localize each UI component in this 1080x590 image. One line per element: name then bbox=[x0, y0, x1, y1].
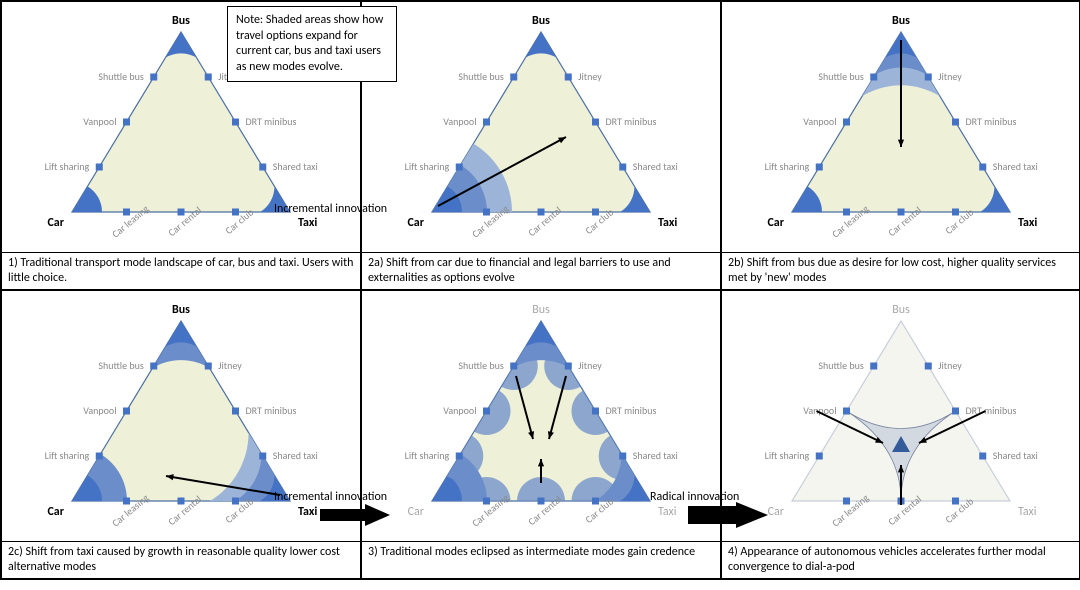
link-label-radical: Radical innovation bbox=[650, 490, 739, 504]
svg-text:Car: Car bbox=[47, 216, 64, 230]
svg-text:Vanpool: Vanpool bbox=[803, 404, 836, 417]
svg-text:DRT minibus: DRT minibus bbox=[246, 115, 297, 128]
svg-text:Shared taxi: Shared taxi bbox=[633, 449, 678, 462]
svg-text:Taxi: Taxi bbox=[298, 216, 317, 230]
panel-4: BusCarTaxiShuttle busJitneyCar leasingVa… bbox=[721, 290, 1080, 579]
svg-text:Bus: Bus bbox=[892, 14, 910, 28]
svg-text:Shared taxi: Shared taxi bbox=[273, 449, 318, 462]
svg-text:Jitney: Jitney bbox=[578, 70, 602, 83]
figure-grid: BusCarTaxiShuttle busJitneyCar leasingVa… bbox=[0, 0, 1080, 580]
panel-4-diagram: BusCarTaxiShuttle busJitneyCar leasingVa… bbox=[722, 291, 1080, 541]
link-3-to-4: Radical innovation bbox=[650, 490, 739, 504]
svg-text:Car: Car bbox=[408, 505, 424, 519]
svg-text:Shuttle bus: Shuttle bus bbox=[818, 70, 863, 83]
panel-2b: BusCarTaxiShuttle busJitneyCar leasingVa… bbox=[721, 1, 1080, 290]
svg-text:Car: Car bbox=[47, 505, 64, 519]
svg-text:DRT minibus: DRT minibus bbox=[606, 115, 657, 128]
panel-2a: BusCarTaxiShuttle busJitneyCar leasingVa… bbox=[361, 1, 721, 290]
link-1-to-2a: Incremental innovation bbox=[274, 202, 387, 216]
svg-text:Bus: Bus bbox=[172, 303, 190, 317]
panel-3-caption: 3) Traditional modes eclipsed as interme… bbox=[362, 541, 720, 575]
svg-text:DRT minibus: DRT minibus bbox=[246, 404, 297, 417]
svg-text:Lift sharing: Lift sharing bbox=[765, 160, 810, 173]
svg-text:Lift sharing: Lift sharing bbox=[45, 160, 90, 173]
panel-1-caption: 1) Traditional transport mode landscape … bbox=[2, 252, 360, 289]
svg-text:Car: Car bbox=[407, 216, 424, 230]
svg-text:Shuttle bus: Shuttle bus bbox=[818, 359, 863, 372]
svg-text:Car: Car bbox=[768, 505, 784, 519]
svg-text:Jitney: Jitney bbox=[578, 359, 602, 372]
panel-2a-diagram: BusCarTaxiShuttle busJitneyCar leasingVa… bbox=[362, 2, 720, 252]
svg-text:Lift sharing: Lift sharing bbox=[405, 449, 450, 462]
svg-text:Bus: Bus bbox=[172, 14, 190, 28]
svg-text:Bus: Bus bbox=[892, 303, 910, 317]
svg-text:Shared taxi: Shared taxi bbox=[993, 449, 1038, 462]
panel-2b-diagram: BusCarTaxiShuttle busJitneyCar leasingVa… bbox=[722, 2, 1080, 252]
svg-text:Vanpool: Vanpool bbox=[83, 115, 116, 128]
link-label-incremental-1: Incremental innovation bbox=[274, 202, 387, 216]
svg-text:Bus: Bus bbox=[532, 14, 550, 28]
svg-text:Taxi: Taxi bbox=[658, 216, 677, 230]
panel-2c: BusCarTaxiShuttle busJitneyCar leasingVa… bbox=[1, 290, 361, 579]
svg-text:Car: Car bbox=[767, 216, 784, 230]
svg-text:Shuttle bus: Shuttle bus bbox=[458, 70, 503, 83]
svg-text:Bus: Bus bbox=[532, 303, 550, 317]
link-label-incremental-2: Incremental innovation bbox=[274, 490, 387, 504]
svg-text:Shared taxi: Shared taxi bbox=[993, 160, 1038, 173]
svg-text:Shuttle bus: Shuttle bus bbox=[458, 359, 503, 372]
svg-text:Lift sharing: Lift sharing bbox=[765, 449, 810, 462]
block-arrow-2c-3 bbox=[320, 504, 390, 526]
svg-text:DRT minibus: DRT minibus bbox=[606, 404, 657, 417]
svg-text:Lift sharing: Lift sharing bbox=[405, 160, 450, 173]
svg-text:Taxi: Taxi bbox=[1018, 216, 1037, 230]
svg-text:Jitney: Jitney bbox=[938, 359, 962, 372]
svg-text:Taxi: Taxi bbox=[658, 505, 677, 519]
panel-4-caption: 4) Appearance of autonomous vehicles acc… bbox=[722, 541, 1080, 578]
panel-3: BusCarTaxiShuttle busJitneyCar leasingVa… bbox=[361, 290, 721, 579]
svg-text:Shuttle bus: Shuttle bus bbox=[98, 70, 143, 83]
svg-text:Vanpool: Vanpool bbox=[443, 404, 476, 417]
svg-text:Vanpool: Vanpool bbox=[83, 404, 116, 417]
svg-text:Vanpool: Vanpool bbox=[803, 115, 836, 128]
panel-2b-caption: 2b) Shift from bus due as desire for low… bbox=[722, 252, 1080, 289]
block-arrow-3-4 bbox=[688, 502, 768, 528]
panel-2c-caption: 2c) Shift from taxi caused by growth in … bbox=[2, 541, 360, 578]
svg-text:Vanpool: Vanpool bbox=[443, 115, 476, 128]
panel-1: BusCarTaxiShuttle busJitneyCar leasingVa… bbox=[1, 1, 361, 290]
svg-text:Jitney: Jitney bbox=[218, 359, 242, 372]
panel-2a-caption: 2a) Shift from car due to financial and … bbox=[362, 252, 720, 289]
note-box: Note: Shaded areas show how travel optio… bbox=[227, 6, 397, 82]
svg-text:Shared taxi: Shared taxi bbox=[273, 160, 318, 173]
svg-text:Shared taxi: Shared taxi bbox=[633, 160, 678, 173]
svg-text:Taxi: Taxi bbox=[298, 505, 317, 519]
svg-text:Lift sharing: Lift sharing bbox=[45, 449, 90, 462]
svg-text:Shuttle bus: Shuttle bus bbox=[98, 359, 143, 372]
link-2c-to-3: Incremental innovation bbox=[274, 490, 387, 504]
svg-text:DRT minibus: DRT minibus bbox=[966, 115, 1017, 128]
svg-text:DRT minibus: DRT minibus bbox=[966, 404, 1017, 417]
svg-text:Taxi: Taxi bbox=[1018, 505, 1037, 519]
svg-text:Jitney: Jitney bbox=[938, 70, 962, 83]
